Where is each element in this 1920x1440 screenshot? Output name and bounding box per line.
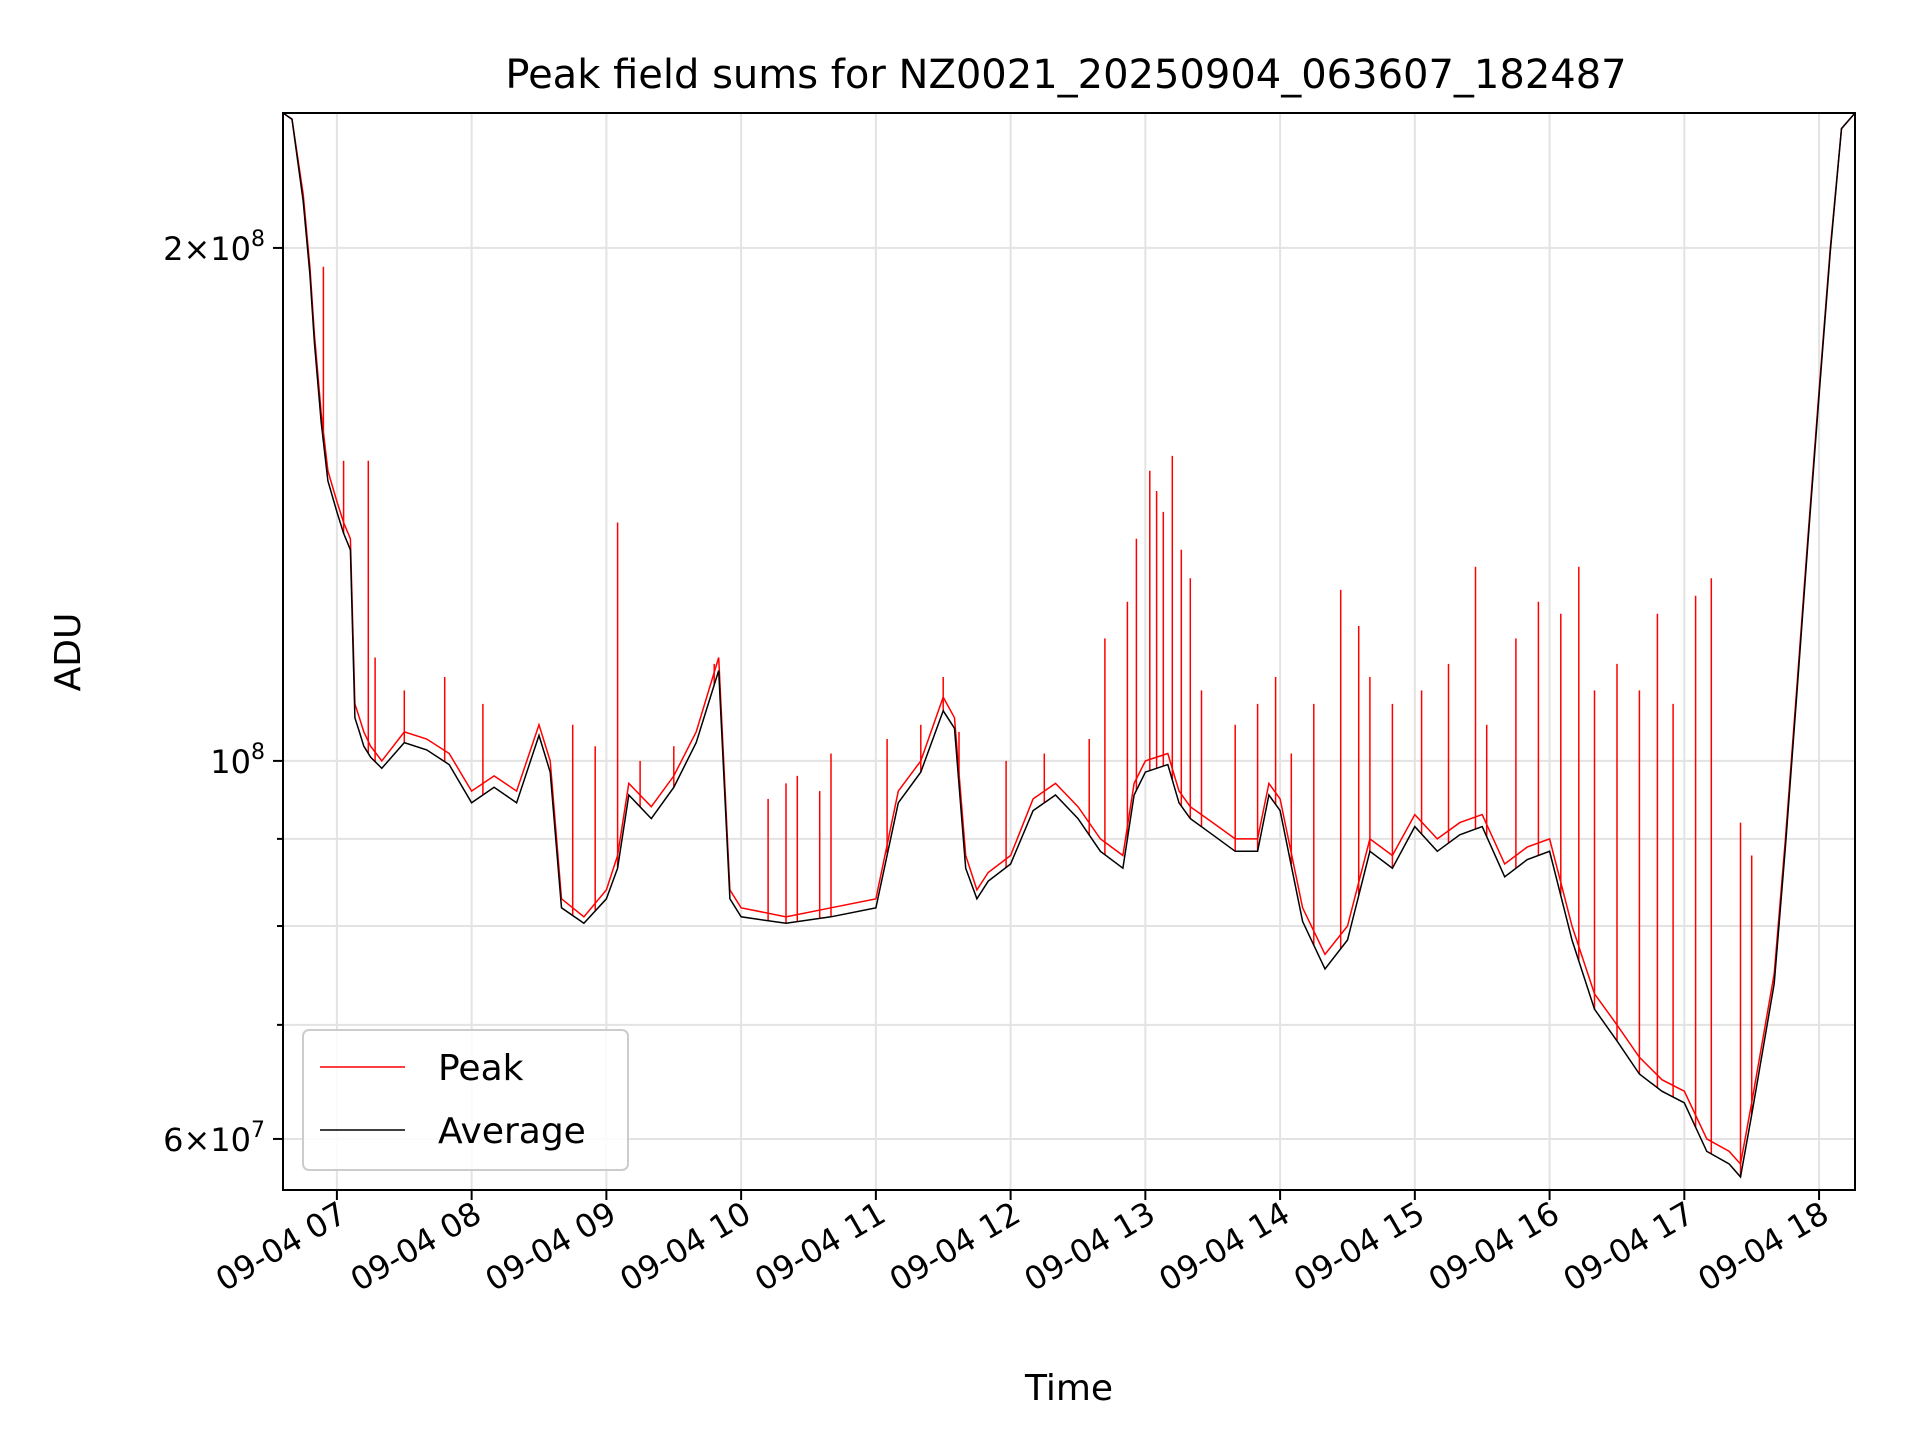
y-axis-label: ADU — [48, 613, 89, 692]
y-axis-ticks: 6×107 108 2×108 — [163, 227, 283, 1159]
chart-title: Peak field sums for NZ0021_20250904_0636… — [505, 52, 1626, 98]
x-axis-label: Time — [1024, 1368, 1113, 1409]
y-tick-label: 6×107 — [163, 1118, 265, 1159]
y-tick-label: 108 — [210, 740, 265, 781]
series-layer — [283, 113, 1855, 1179]
legend: Peak Average — [302, 1029, 629, 1171]
legend-label-peak: Peak — [438, 1048, 524, 1089]
legend-label-average: Average — [438, 1111, 586, 1152]
series-line-average — [283, 113, 1855, 1179]
legend-box — [302, 1029, 629, 1171]
y-tick-label: 2×108 — [163, 227, 265, 268]
plot-frame — [282, 112, 1856, 1191]
